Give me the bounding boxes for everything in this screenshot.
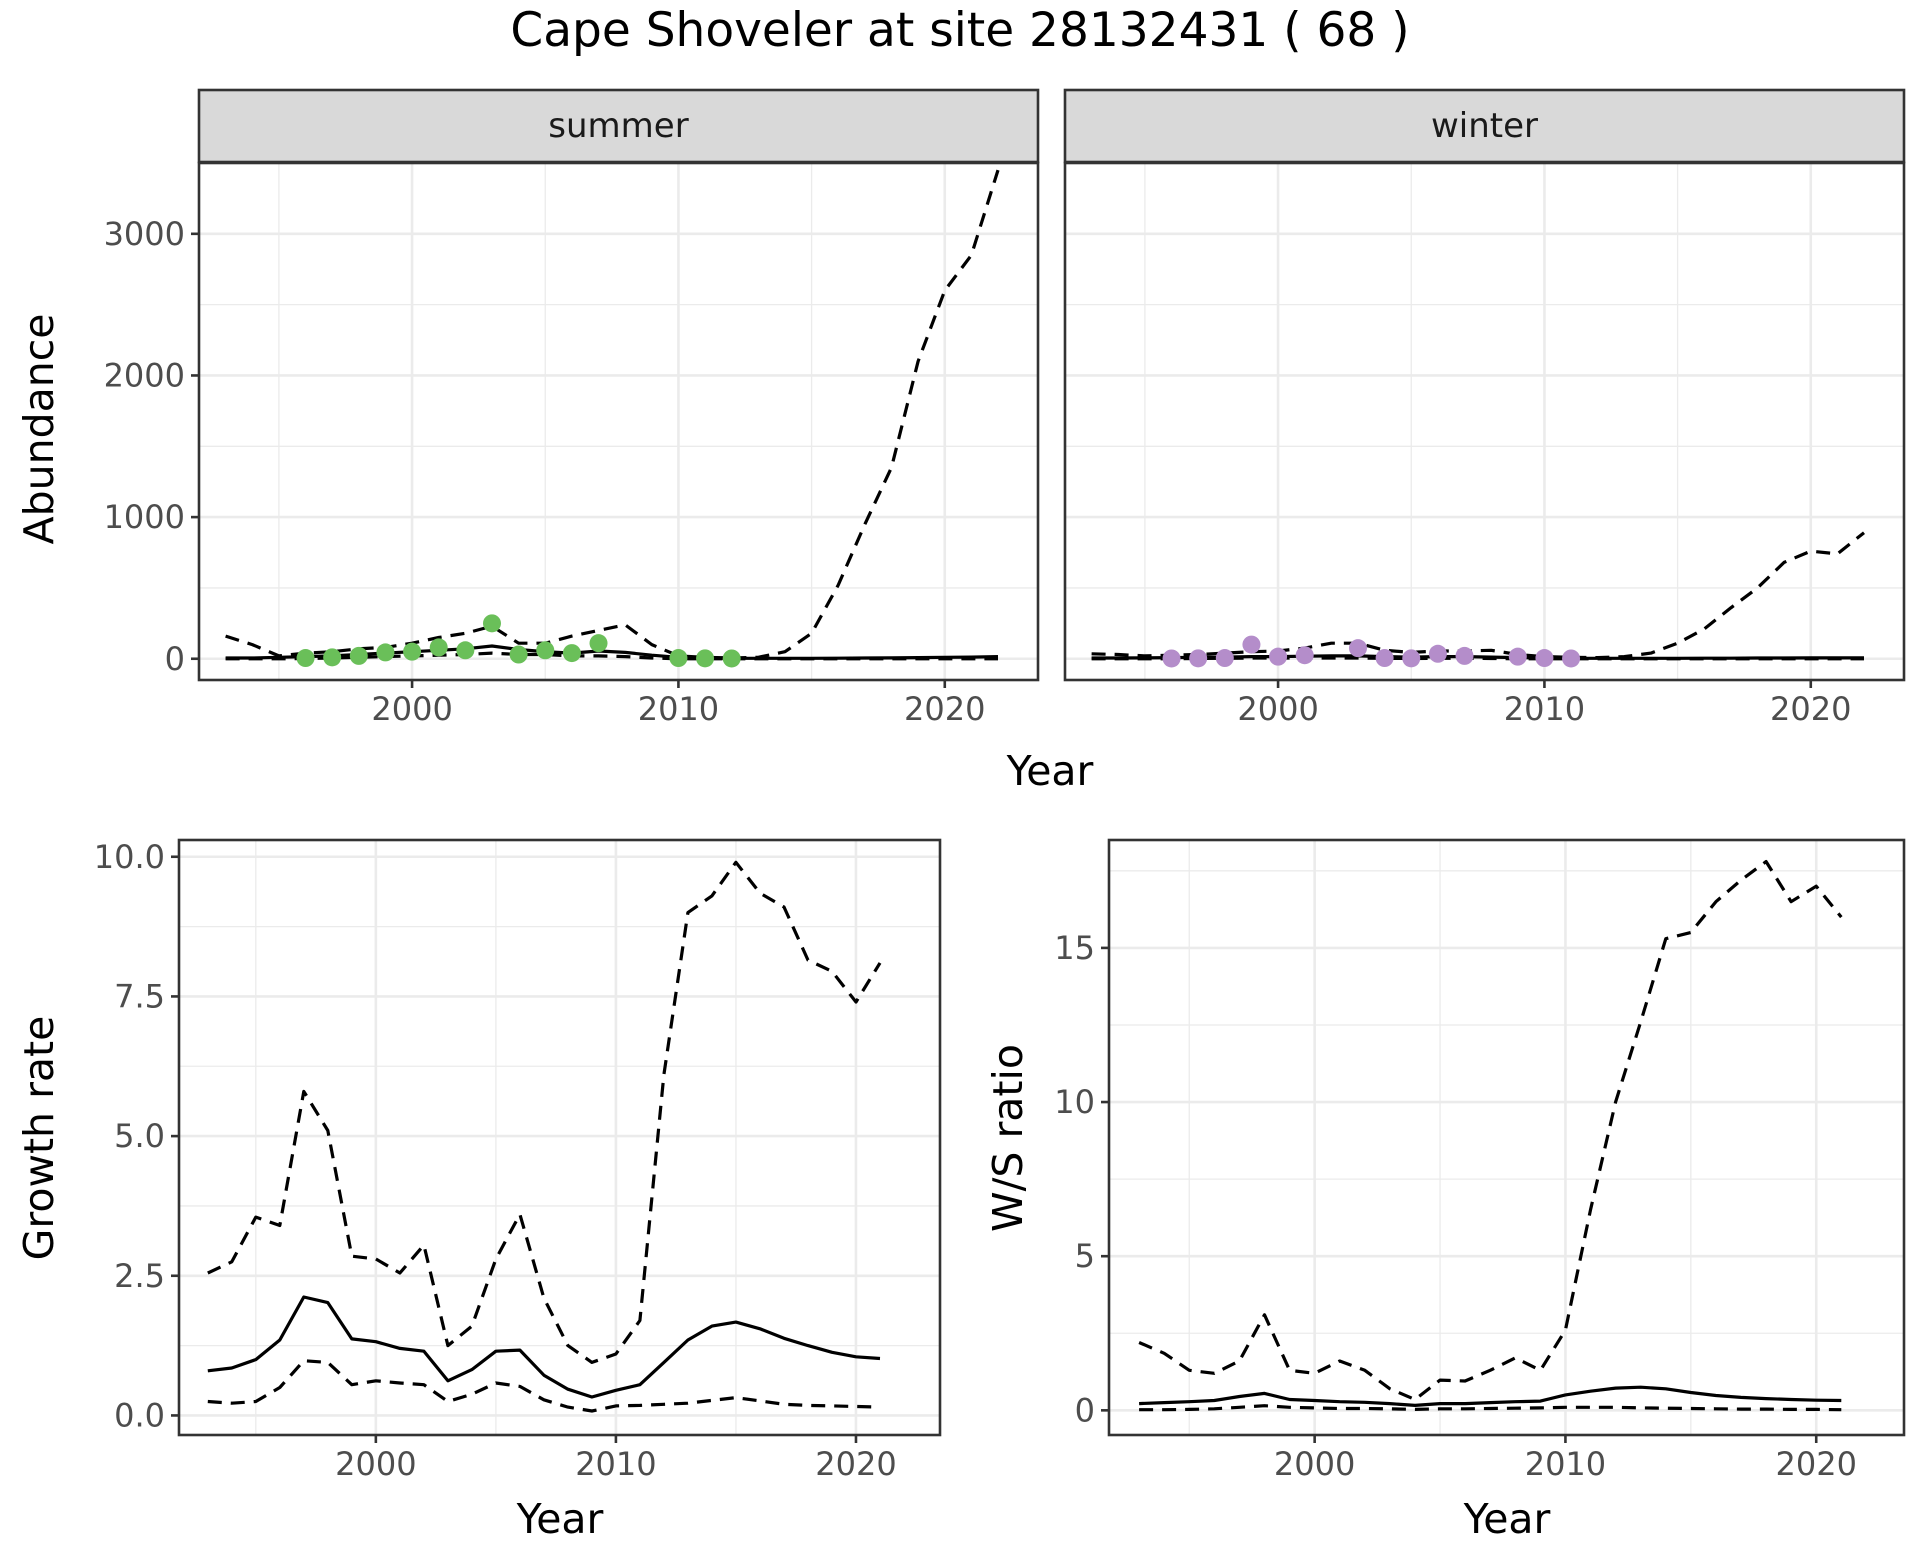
count-point [509,645,528,664]
count-point [1242,635,1261,654]
y-tick-label: 0 [1075,1391,1095,1429]
y-tick-label: 10.0 [94,838,165,876]
x-tick-label: 2020 [904,690,985,728]
count-point [482,614,501,633]
lower-bound-line [207,1359,881,1413]
count-point [1189,649,1208,668]
y-tick-label: 0.0 [114,1396,165,1434]
facet-strip-label: winter [1431,106,1538,146]
count-point [1508,647,1527,666]
mean-line [1139,1385,1842,1407]
y-tick-label: 2000 [104,356,185,394]
y-tick-label: 5 [1075,1237,1095,1275]
x-tick-label: 2010 [1525,1445,1606,1483]
x-tick-label: 2020 [815,1445,896,1483]
count-point [1348,639,1367,658]
mean-line [207,1295,881,1399]
count-point [456,641,475,660]
x-tick-label: 2000 [1274,1445,1355,1483]
growth-rate-panel: 2000 2010 2020 0.0 2.5 5.0 7.5 10.0 [94,838,942,1483]
count-point [1455,646,1474,665]
growth-x-axis-title: Year [516,1495,604,1543]
lower-bound-line [1139,1404,1842,1412]
winter-panel: winter 2000 2010 2020 [1063,88,1906,728]
panel-border [177,838,942,1437]
mean-line [1091,654,1865,660]
y-tick-label: 15 [1054,929,1095,967]
y-tick-label: 3000 [104,215,185,253]
x-tick-label: 2020 [1776,1445,1857,1483]
count-point [1535,649,1554,668]
facet-strip [1063,88,1906,164]
count-point [349,646,368,665]
count-point [1269,647,1288,666]
summer-panel: summer 2000 2010 2020 0 1000 2000 3000 [104,88,1040,728]
count-point [1295,646,1314,665]
ratio-x-axis-title: Year [1463,1495,1551,1543]
upper-bound-line [207,860,882,1364]
x-tick-label: 2010 [575,1445,656,1483]
y-tick-label: 10 [1054,1083,1095,1121]
panel-border [197,161,1040,682]
x-tick-label: 2000 [371,690,452,728]
x-tick-label: 2020 [1770,690,1851,728]
panel-border [1063,161,1906,682]
upper-bound-line [1091,531,1865,660]
plot-title: Cape Shoveler at site 28132431 ( 68 ) [510,3,1409,58]
count-point [376,643,395,662]
facet-strip-label: summer [548,106,688,146]
abundance-y-axis-title: Abundance [15,314,63,545]
count-point [536,641,555,660]
count-point [296,649,315,668]
facet-strip [197,88,1040,164]
y-tick-label: 7.5 [114,977,165,1015]
x-tick-label: 2000 [1237,690,1318,728]
panel-border [1107,838,1906,1437]
count-point [1215,649,1234,668]
y-tick-label: 2.5 [114,1257,165,1295]
count-point [1375,649,1394,668]
count-point [669,649,688,668]
upper-bound-line [225,169,1000,660]
x-tick-label: 2000 [335,1445,416,1483]
count-point [589,634,608,653]
x-tick-label: 2010 [1504,690,1585,728]
count-point [1428,644,1447,663]
count-point [722,649,741,668]
count-point [403,642,422,661]
count-point [1562,649,1581,668]
y-tick-label: 0 [165,640,185,678]
count-point [1162,649,1181,668]
count-point [323,648,342,667]
count-point [696,649,715,668]
upper-bound-line [1138,860,1843,1402]
y-tick-label: 1000 [104,498,185,536]
count-point [562,644,581,663]
ws-ratio-panel: 2000 2010 2020 0 5 10 15 [1054,838,1906,1483]
count-point [429,638,448,657]
growth-y-axis-title: Growth rate [15,1016,63,1261]
abundance-x-axis-title: Year [1006,747,1094,795]
ratio-y-axis-title: W/S ratio [984,1044,1032,1232]
count-point [1402,649,1421,668]
x-tick-label: 2010 [638,690,719,728]
y-tick-label: 5.0 [114,1117,165,1155]
